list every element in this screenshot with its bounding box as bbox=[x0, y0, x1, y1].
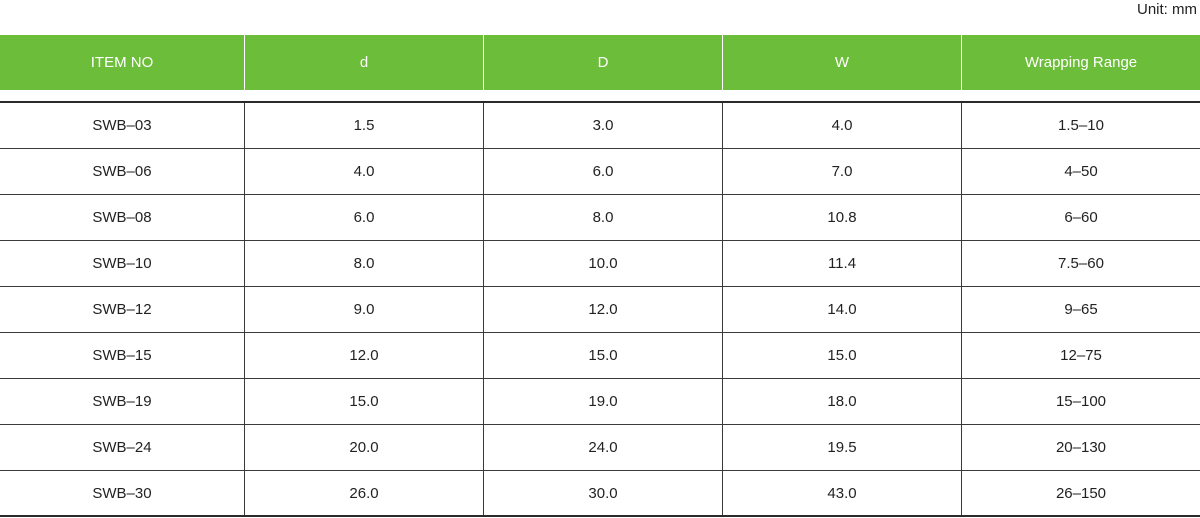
table-row: SWB–06 4.0 6.0 7.0 4–50 bbox=[0, 149, 1200, 195]
cell-w: 19.5 bbox=[723, 425, 962, 470]
cell-w: 10.8 bbox=[723, 195, 962, 240]
cell-item-no: SWB–12 bbox=[0, 287, 245, 332]
cell-wrapping-range: 6–60 bbox=[1064, 209, 1098, 226]
cell-big-d: 6.0 bbox=[484, 149, 723, 194]
table-row: SWB–10 8.0 10.0 11.4 7.5–60 bbox=[0, 241, 1200, 287]
header-d: d bbox=[245, 35, 484, 90]
cell-d: 1.5 bbox=[245, 103, 484, 148]
cell-big-d: 19.0 bbox=[484, 379, 723, 424]
cell-d: 8.0 bbox=[245, 241, 484, 286]
cell-big-d: 3.0 bbox=[484, 103, 723, 148]
cell-w: 43.0 bbox=[723, 471, 962, 515]
cell-w: 7.0 bbox=[723, 149, 962, 194]
cell-w: 18.0 bbox=[723, 379, 962, 424]
header-wrapping-range: Wrapping Range bbox=[1024, 54, 1138, 71]
cell-big-d: 30.0 bbox=[484, 471, 723, 515]
header-divider bbox=[0, 101, 1200, 103]
cell-d: 9.0 bbox=[245, 287, 484, 332]
spec-table-body: SWB–03 1.5 3.0 4.0 1.5–10 SWB–06 4.0 6.0 7.0 4–50… bbox=[0, 103, 1200, 517]
cell-big-d: 12.0 bbox=[484, 287, 723, 332]
cell-wrapping-range: 26–150 bbox=[1055, 484, 1107, 502]
table-row: SWB–30 26.0 30.0 43.0 26–150 bbox=[0, 471, 1200, 517]
table-row: SWB–03 1.5 3.0 4.0 1.5–10 bbox=[0, 103, 1200, 149]
header-big-d: D bbox=[484, 35, 723, 90]
cell-big-d: 8.0 bbox=[484, 195, 723, 240]
cell-item-no: SWB–15 bbox=[0, 333, 245, 378]
cell-item-no: SWB–19 bbox=[0, 379, 245, 424]
cell-item-no: SWB–30 bbox=[0, 471, 245, 515]
unit-label: Unit: mm bbox=[1137, 1, 1197, 18]
header-w: W bbox=[723, 35, 962, 90]
cell-d: 20.0 bbox=[245, 425, 484, 470]
cell-d: 26.0 bbox=[245, 471, 484, 515]
header-item-no: ITEM NO bbox=[0, 35, 245, 90]
cell-wrapping-range: 4–50 bbox=[1064, 163, 1098, 180]
cell-wrapping-range: 1.5–10 bbox=[1058, 117, 1104, 134]
cell-w: 4.0 bbox=[723, 103, 962, 148]
cell-d: 4.0 bbox=[245, 149, 484, 194]
cell-wrapping-range: 20–130 bbox=[1055, 439, 1107, 456]
cell-d: 15.0 bbox=[245, 379, 484, 424]
cell-w: 11.4 bbox=[723, 241, 962, 286]
cell-w: 14.0 bbox=[723, 287, 962, 332]
cell-big-d: 24.0 bbox=[484, 425, 723, 470]
cell-item-no: SWB–08 bbox=[0, 195, 245, 240]
table-row: SWB–08 6.0 8.0 10.8 6–60 bbox=[0, 195, 1200, 241]
table-row: SWB–24 20.0 24.0 19.5 20–130 bbox=[0, 425, 1200, 471]
cell-d: 12.0 bbox=[245, 333, 484, 378]
cell-wrapping-range: 15–100 bbox=[1055, 393, 1107, 410]
table-row: SWB–12 9.0 12.0 14.0 9–65 bbox=[0, 287, 1200, 333]
table-row: SWB–15 12.0 15.0 15.0 12–75 bbox=[0, 333, 1200, 379]
cell-item-no: SWB–24 bbox=[0, 425, 245, 470]
cell-w: 15.0 bbox=[723, 333, 962, 378]
cell-big-d: 15.0 bbox=[484, 333, 723, 378]
cell-wrapping-range: 7.5–60 bbox=[1058, 255, 1104, 272]
table-header: ITEM NO d D W Wrapping Range bbox=[0, 35, 1200, 90]
cell-d: 6.0 bbox=[245, 195, 484, 240]
cell-item-no: SWB–03 bbox=[0, 103, 245, 148]
cell-item-no: SWB–06 bbox=[0, 149, 245, 194]
cell-wrapping-range: 9–65 bbox=[1064, 301, 1098, 318]
cell-big-d: 10.0 bbox=[484, 241, 723, 286]
cell-item-no: SWB–10 bbox=[0, 241, 245, 286]
cell-wrapping-range: 12–75 bbox=[1060, 347, 1102, 364]
table-row: SWB–19 15.0 19.0 18.0 15–100 bbox=[0, 379, 1200, 425]
